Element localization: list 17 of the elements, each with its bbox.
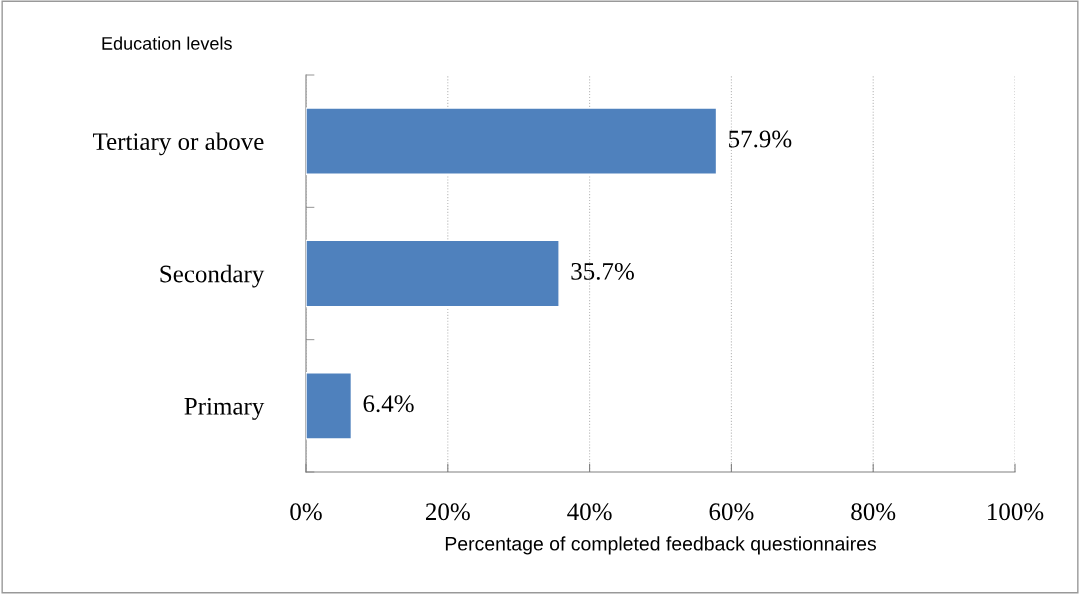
y-tick-label: Primary bbox=[184, 397, 265, 420]
y-axis-title: Education levels bbox=[102, 36, 232, 50]
y-tick-label: Tertiary or above bbox=[93, 132, 264, 156]
bar bbox=[306, 107, 718, 175]
x-tick-label: 60% bbox=[709, 503, 754, 521]
x-tick-label: 100% bbox=[988, 503, 1044, 521]
data-label: 35.7% bbox=[571, 262, 634, 280]
x-tick-label: 80% bbox=[851, 503, 896, 521]
data-label: 6.4% bbox=[363, 395, 414, 413]
data-label: 57.9% bbox=[729, 130, 792, 148]
x-tick-label: 20% bbox=[425, 503, 470, 521]
y-tick-label: Secondary bbox=[160, 264, 265, 288]
x-tick-label: 40% bbox=[567, 503, 612, 521]
bar bbox=[306, 239, 560, 308]
bar bbox=[306, 372, 353, 440]
x-tick-label: 0% bbox=[290, 503, 322, 521]
x-axis-title: Percentage of completed feedback questionnaires bbox=[445, 536, 877, 555]
